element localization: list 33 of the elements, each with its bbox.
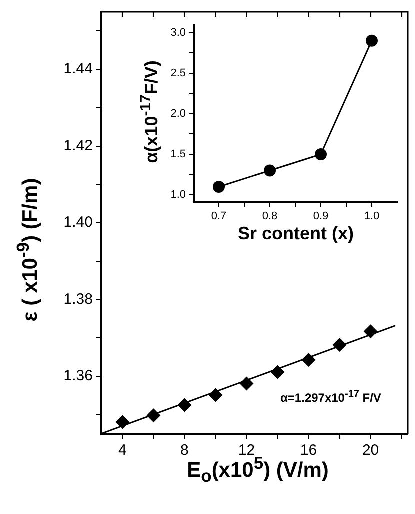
y-tick-label: 1.0 [170,189,186,202]
y-tick-label: 1.40 [64,214,93,232]
x-tick-label: 0.7 [211,210,227,223]
x-axis-title: Sr content (x) [238,224,354,244]
point [364,324,378,339]
point [116,415,130,430]
annotation: α=1.297x10$^{-17}$ F/V [280,389,382,405]
point [178,398,192,412]
point [332,338,347,352]
x-tick-label: 4 [118,442,127,460]
y-tick-label: 1.44 [64,60,93,78]
y-tick-label: 3.0 [170,26,186,39]
point [208,388,223,402]
y-tick-label: 1.38 [64,290,93,308]
point [264,164,276,177]
point [314,148,327,161]
point [366,34,378,47]
x-tick-label: 12 [238,442,256,460]
y-tick-label: 1.42 [64,137,93,154]
y-tick-label: 2.0 [170,108,186,120]
x-tick-label: 0.9 [313,210,329,223]
x-tick-label: 1.0 [364,210,380,223]
point [240,376,254,391]
x-tick-label: 20 [362,442,380,460]
point [302,352,316,367]
y-tick-label: 2.5 [170,67,186,80]
y-tick-label: 1.36 [64,368,93,385]
y-tick-label: 1.5 [170,148,186,161]
point [146,408,161,423]
point [212,180,225,193]
point [270,365,285,380]
x-tick-label: 8 [180,442,189,460]
x-tick-label: 0.8 [262,210,278,223]
